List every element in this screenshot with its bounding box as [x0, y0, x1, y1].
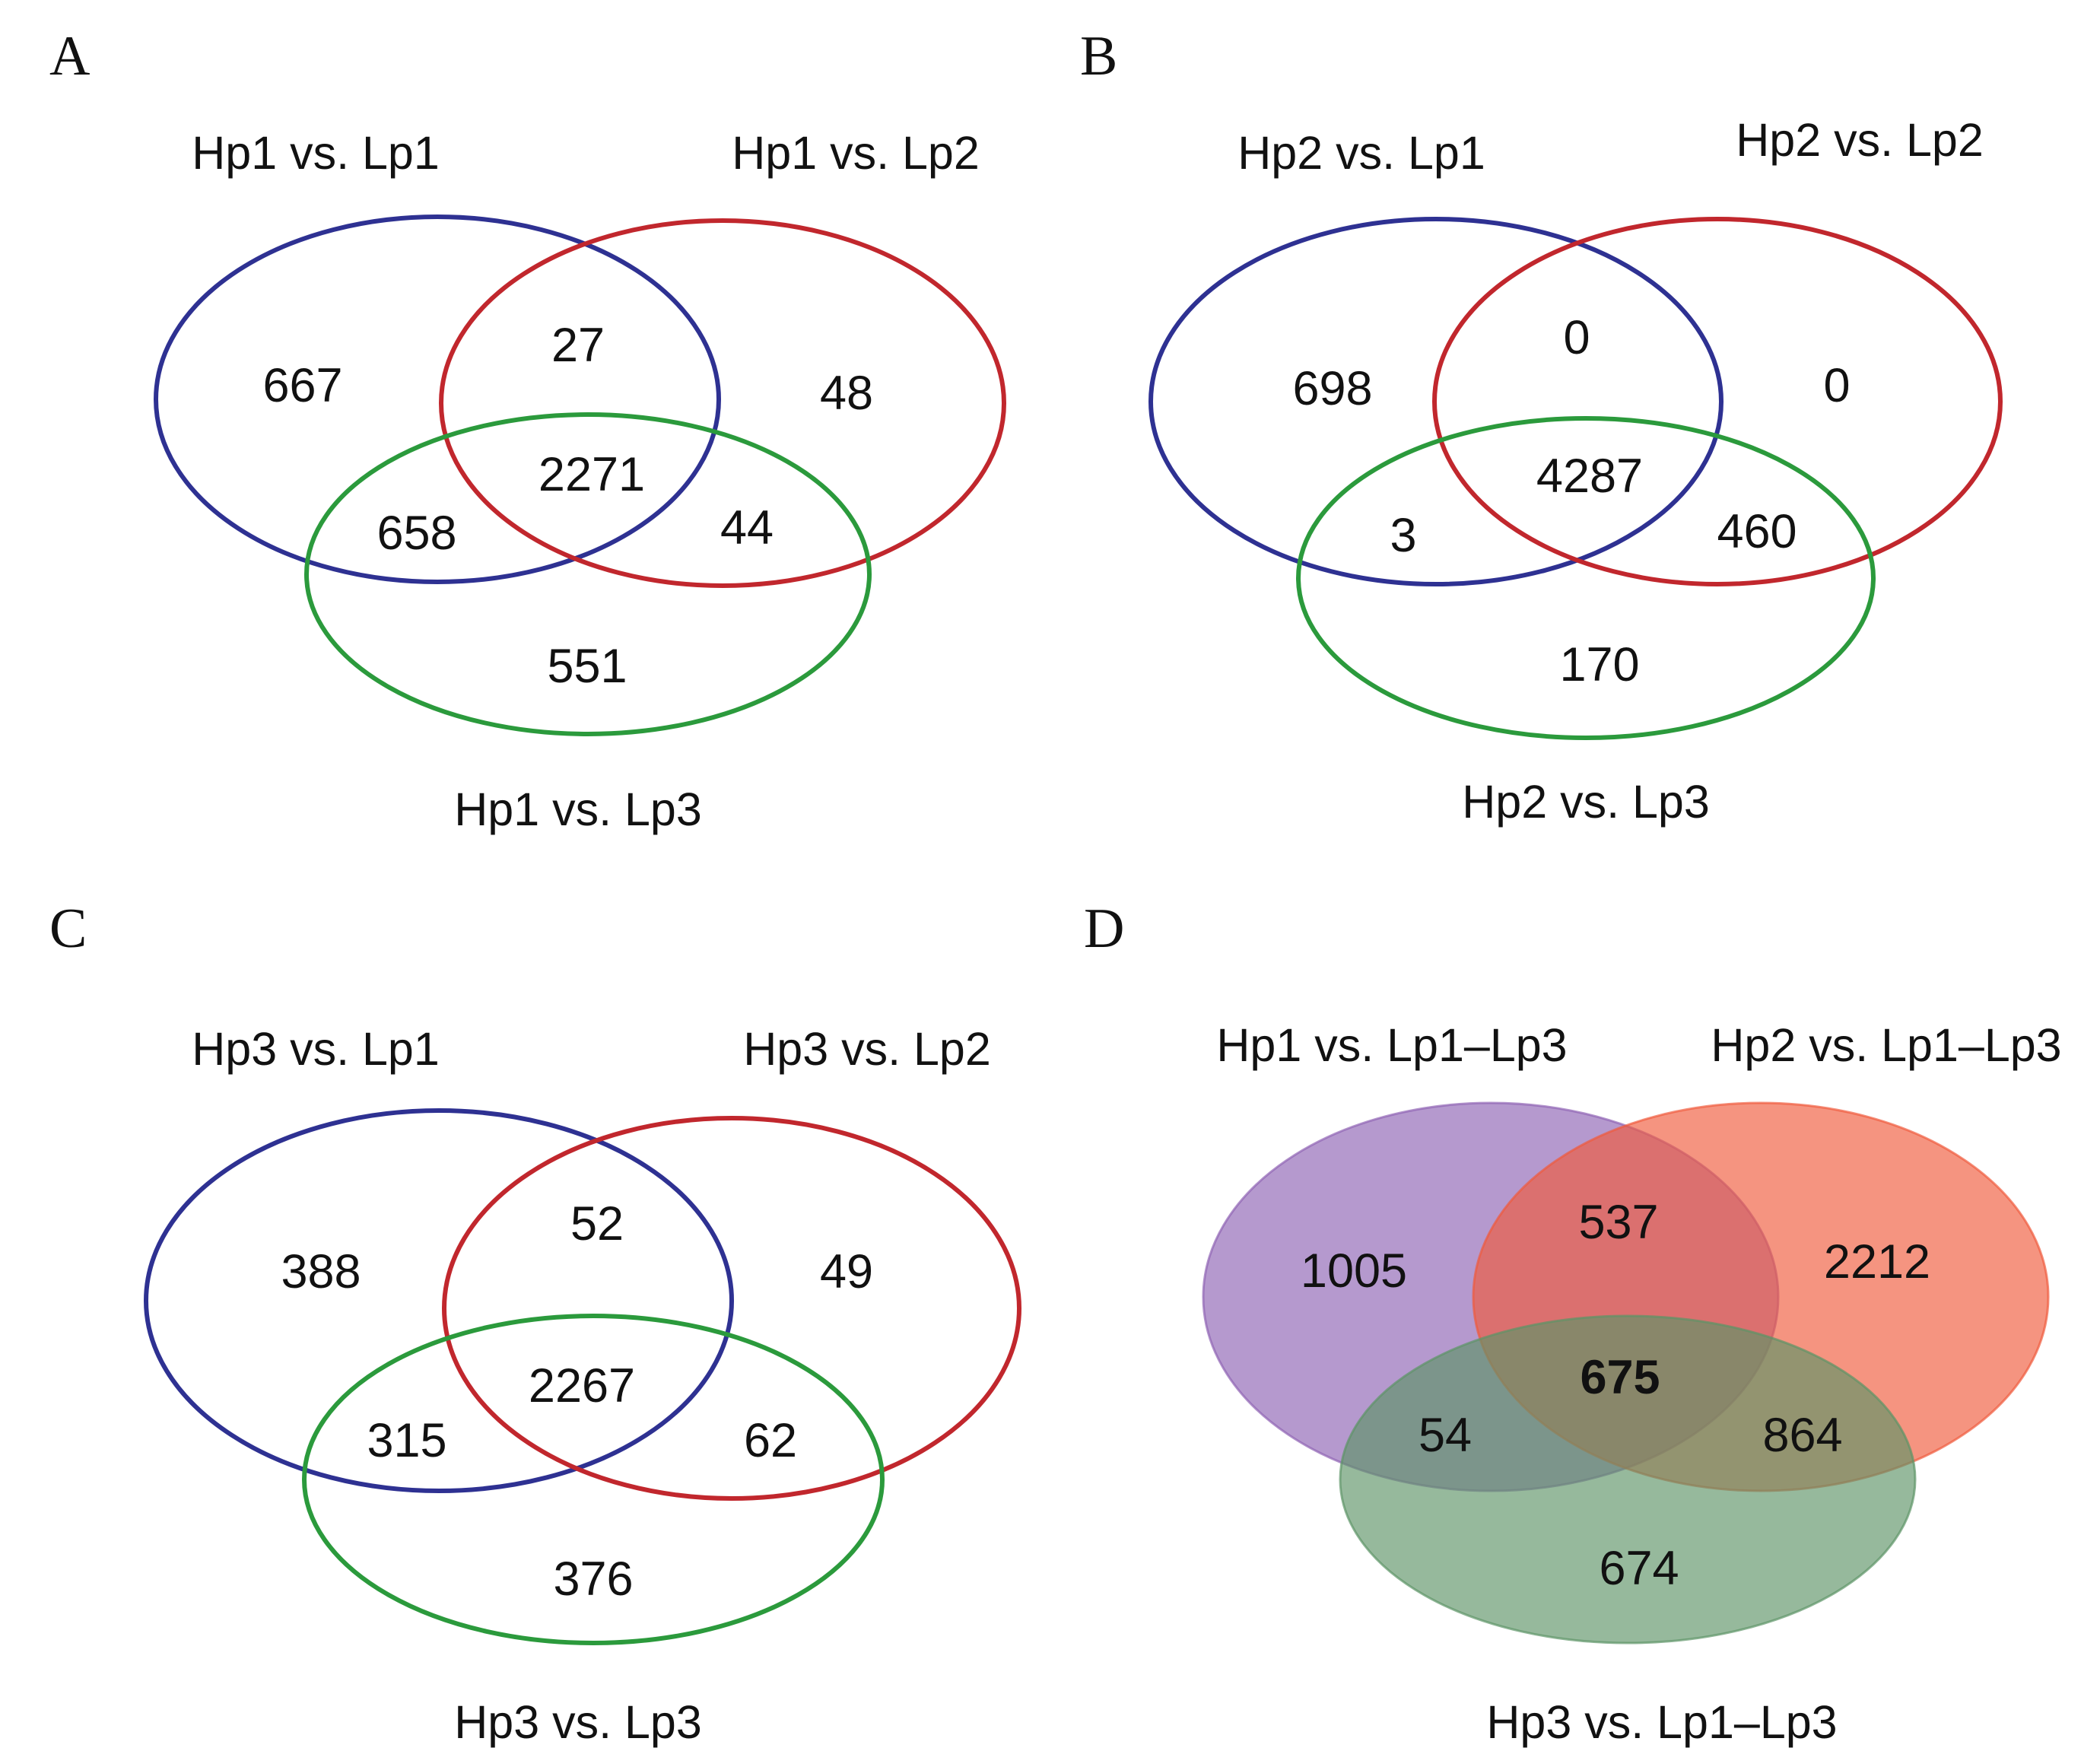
region-count-2-3: 864	[1762, 1409, 1842, 1462]
region-count-all: 2267	[529, 1359, 635, 1413]
region-count-all: 4287	[1536, 450, 1643, 503]
set-label-2: Hp3 vs. Lp2	[743, 1023, 991, 1075]
region-count-only-2: 49	[820, 1245, 873, 1298]
region-count-only-2: 48	[820, 367, 873, 420]
panel-letter-b: B	[1080, 25, 1117, 87]
venn-panel-a: A Hp1 vs. Lp1 Hp1 vs. Lp2 Hp1 vs. Lp3 66…	[49, 25, 1006, 835]
venn-panel-b: B Hp2 vs. Lp1 Hp2 vs. Lp2 Hp2 vs. Lp3 69…	[1080, 25, 2003, 828]
venn-ellipse-set-2	[1432, 217, 2003, 586]
panel-letter-d: D	[1084, 898, 1124, 960]
set-label-2: Hp2 vs. Lp2	[1736, 114, 1984, 166]
venn-ellipse-set-3	[304, 412, 872, 736]
region-count-only-3: 674	[1599, 1542, 1679, 1595]
region-count-2-3: 460	[1717, 505, 1797, 558]
panel-letter-c: C	[49, 898, 87, 960]
region-count-only-1: 388	[281, 1245, 361, 1298]
region-count-only-2: 2212	[1824, 1235, 1930, 1289]
region-count-only-1: 1005	[1301, 1244, 1407, 1298]
region-count-1-3: 3	[1390, 509, 1416, 562]
venn-ellipse-set-2	[439, 218, 1006, 588]
venn-ellipse-set-3	[302, 1314, 885, 1645]
venn-ellipse-set-3	[1296, 416, 1876, 740]
set-label-2: Hp1 vs. Lp2	[732, 127, 980, 179]
set-label-1: Hp3 vs. Lp1	[192, 1023, 440, 1075]
region-count-only-1: 667	[262, 359, 342, 412]
region-count-only-3: 376	[553, 1552, 633, 1606]
region-count-1-3: 54	[1419, 1409, 1472, 1462]
venn-panel-d: D Hp1 vs. Lp1–Lp3 Hp2 vs. Lp1–Lp3 Hp3 vs…	[1084, 898, 2062, 1748]
set-label-3: Hp3 vs. Lp3	[454, 1696, 702, 1748]
venn-ellipse-set-1	[144, 1108, 734, 1493]
set-label-3: Hp1 vs. Lp3	[454, 783, 702, 835]
region-count-2-3: 62	[744, 1414, 797, 1467]
region-count-1-2: 52	[570, 1197, 624, 1250]
region-count-1-2: 27	[551, 319, 605, 372]
set-label-3: Hp3 vs. Lp1–Lp3	[1486, 1696, 1837, 1748]
venn-ellipse-set-2	[442, 1116, 1021, 1501]
region-count-1-2: 537	[1578, 1196, 1658, 1249]
region-count-only-3: 551	[547, 640, 627, 693]
set-label-1: Hp1 vs. Lp1–Lp3	[1216, 1019, 1567, 1071]
venn-ellipse-set-3	[1339, 1314, 1917, 1645]
region-count-1-3: 315	[367, 1414, 446, 1467]
venn-ellipse-set-1	[154, 215, 721, 584]
region-count-1-2: 0	[1563, 311, 1590, 364]
region-count-2-3: 44	[720, 501, 774, 555]
set-label-1: Hp1 vs. Lp1	[192, 127, 440, 179]
venn-panel-c: C Hp3 vs. Lp1 Hp3 vs. Lp2 Hp3 vs. Lp3 38…	[49, 898, 1021, 1748]
region-count-all: 2271	[539, 448, 645, 501]
set-label-2: Hp2 vs. Lp1–Lp3	[1711, 1019, 2061, 1071]
region-count-1-3: 658	[376, 507, 456, 560]
panel-letter-a: A	[49, 25, 90, 87]
region-count-only-1: 698	[1292, 362, 1372, 415]
set-label-3: Hp2 vs. Lp3	[1462, 776, 1710, 828]
region-count-only-2: 0	[1823, 359, 1850, 412]
region-count-all: 675	[1580, 1351, 1660, 1404]
region-count-only-3: 170	[1559, 638, 1639, 691]
set-label-1: Hp2 vs. Lp1	[1237, 127, 1485, 179]
venn-ellipse-set-1	[1148, 217, 1724, 586]
